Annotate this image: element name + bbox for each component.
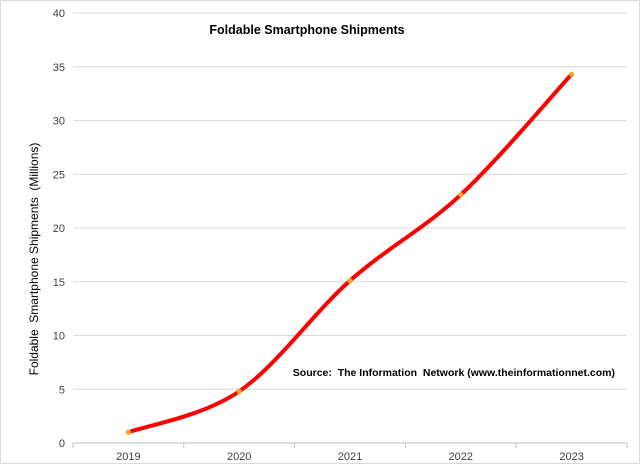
y-tick-label: 0 — [59, 438, 65, 450]
axes — [72, 442, 628, 448]
chart-title: Foldable Smartphone Shipments — [209, 23, 404, 37]
y-tick-label: 25 — [53, 169, 65, 181]
x-tick-label: 2021 — [338, 451, 362, 463]
y-tick-label: 35 — [53, 62, 65, 74]
x-tick-label: 2023 — [559, 451, 583, 463]
data-markers — [125, 71, 575, 435]
y-tick-label: 5 — [59, 384, 65, 396]
y-tick-label: 15 — [53, 277, 65, 289]
data-point-2020 — [236, 388, 242, 394]
data-point-2021 — [347, 278, 353, 284]
x-tick-labels: 2019 2020 2021 2022 2023 — [116, 451, 584, 463]
y-tick-label: 10 — [53, 331, 65, 343]
data-point-2019 — [125, 429, 131, 435]
y-axis-label: Foldable Smartphone Shipments (Millions) — [27, 143, 41, 376]
x-tick-label: 2020 — [227, 451, 251, 463]
source-annotation: Source: The Information Network (www.the… — [293, 367, 615, 379]
x-tick-label: 2022 — [449, 451, 473, 463]
y-tick-label: 20 — [53, 223, 65, 235]
y-tick-label: 40 — [53, 8, 65, 20]
data-point-2023 — [569, 71, 575, 77]
y-tick-label: 30 — [53, 116, 65, 128]
y-tick-labels: 0 5 10 15 20 25 30 35 40 — [53, 8, 65, 450]
x-tick-label: 2019 — [116, 451, 140, 463]
gridlines — [73, 12, 627, 390]
data-point-2022 — [458, 192, 464, 198]
